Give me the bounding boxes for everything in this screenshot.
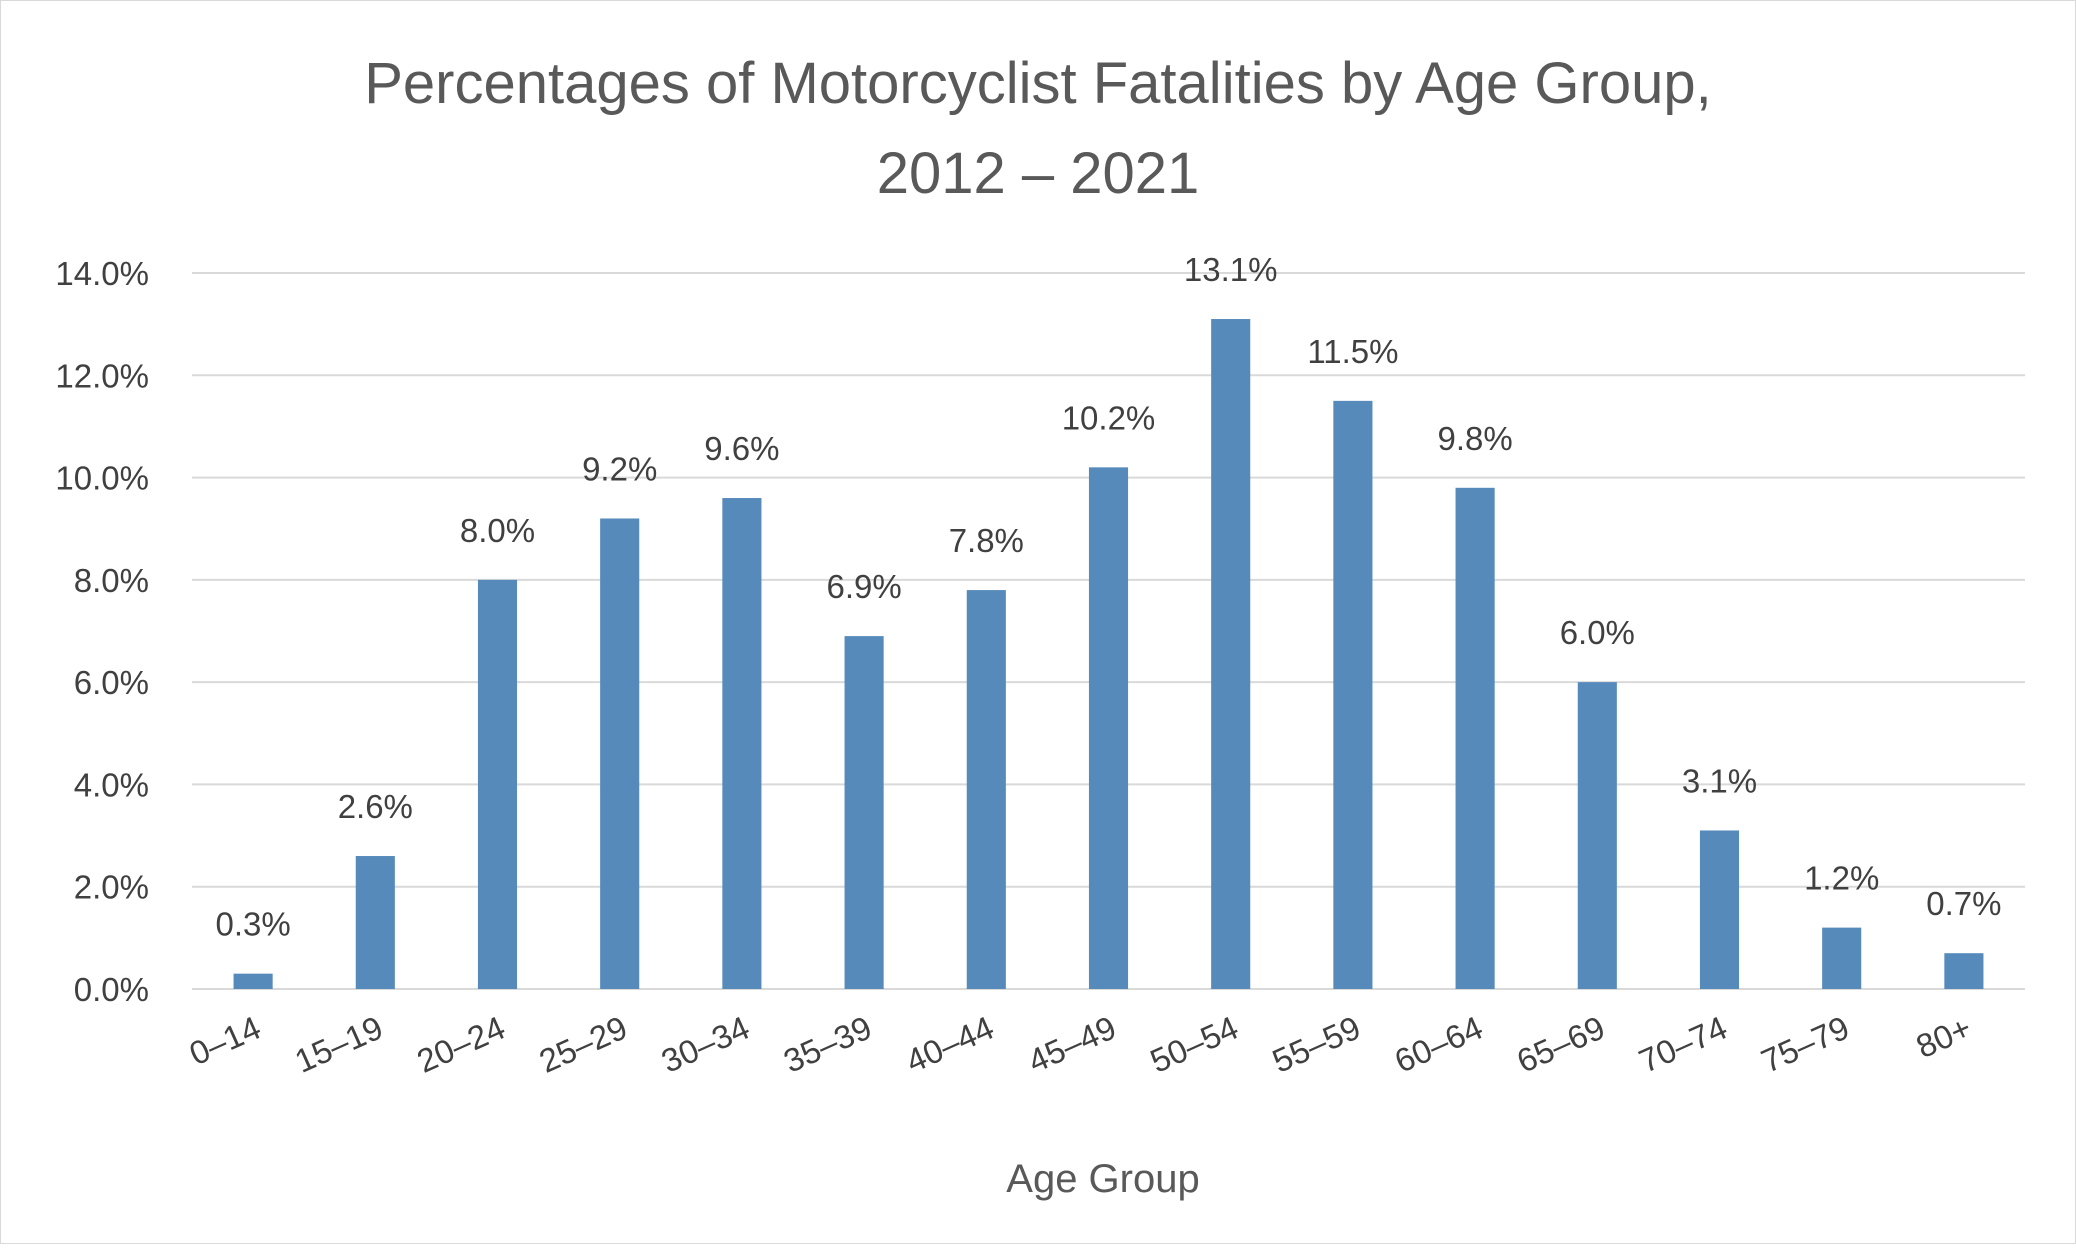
bar-13 xyxy=(1822,927,1862,989)
y-tick-label-1: 2.0% xyxy=(74,869,149,906)
bar-4 xyxy=(722,498,762,989)
y-axis-tick-labels: 0.0% 2.0% 4.0% 6.0% 8.0% 10.0% 12.0% 14.0% xyxy=(55,255,149,1008)
x-tick-label-11: 65–69 xyxy=(1511,1009,1610,1080)
x-axis-title: Age Group xyxy=(1006,1157,1199,1201)
bar-9 xyxy=(1333,400,1373,989)
bar-0 xyxy=(233,973,273,989)
data-label-1: 2.6% xyxy=(338,788,413,825)
data-label-8: 13.1% xyxy=(1184,251,1278,288)
bar-1 xyxy=(355,856,395,989)
bar-8 xyxy=(1211,319,1251,989)
x-axis-tick-labels: 0–14 15–19 20–24 25–29 30–34 35–39 40–44 45–49 5… xyxy=(184,1009,1977,1080)
x-tick-label-0: 0–14 xyxy=(184,1009,266,1073)
bar-3 xyxy=(600,518,640,989)
data-label-0: 0.3% xyxy=(215,906,290,943)
x-tick-label-9: 55–59 xyxy=(1267,1009,1366,1080)
bar-10 xyxy=(1455,487,1495,989)
x-tick-label-6: 40–44 xyxy=(900,1009,999,1080)
data-label-13: 1.2% xyxy=(1804,860,1879,897)
data-label-5: 6.9% xyxy=(826,568,901,605)
x-tick-label-5: 35–39 xyxy=(778,1009,877,1080)
y-tick-label-6: 12.0% xyxy=(55,357,149,394)
data-label-9: 11.5% xyxy=(1307,333,1398,370)
bar-14 xyxy=(1944,953,1984,989)
data-label-4: 9.6% xyxy=(704,430,779,467)
bar-6 xyxy=(966,590,1006,989)
chart-title-line-1: Percentages of Motorcyclist Fatalities b… xyxy=(364,51,1712,116)
data-label-7: 10.2% xyxy=(1062,399,1156,436)
x-tick-label-13: 75–79 xyxy=(1756,1009,1855,1080)
x-tick-label-10: 60–64 xyxy=(1389,1009,1488,1080)
x-tick-label-2: 20–24 xyxy=(411,1009,510,1080)
x-tick-label-3: 25–29 xyxy=(534,1009,633,1080)
x-tick-label-7: 45–49 xyxy=(1022,1009,1121,1080)
x-tick-label-12: 70–74 xyxy=(1633,1009,1732,1080)
y-tick-label-5: 10.0% xyxy=(55,460,149,497)
y-tick-label-0: 0.0% xyxy=(74,971,149,1008)
bar-7 xyxy=(1088,467,1129,989)
y-tick-label-3: 6.0% xyxy=(74,664,149,701)
bar-2 xyxy=(477,579,518,989)
x-tick-label-4: 30–34 xyxy=(656,1009,755,1080)
y-tick-label-4: 8.0% xyxy=(74,562,149,599)
data-label-14: 0.7% xyxy=(1926,885,2001,922)
y-tick-label-2: 4.0% xyxy=(74,766,149,803)
data-label-3: 9.2% xyxy=(582,450,657,487)
bar-5 xyxy=(844,636,884,989)
data-label-12: 3.1% xyxy=(1682,762,1757,799)
data-label-6: 7.8% xyxy=(949,522,1024,559)
y-tick-label-7: 14.0% xyxy=(55,255,149,292)
data-label-11: 6.0% xyxy=(1560,614,1635,651)
x-tick-label-1: 15–19 xyxy=(289,1009,388,1080)
bar-11 xyxy=(1577,682,1617,989)
x-tick-label-8: 50–54 xyxy=(1145,1009,1244,1080)
x-tick-label-14: 80+ xyxy=(1911,1009,1977,1066)
bar-12 xyxy=(1699,830,1740,989)
data-label-10: 9.8% xyxy=(1437,420,1512,457)
chart-title-line-2: 2012 – 2021 xyxy=(877,141,1200,206)
data-labels: 0.3% 2.6% 8.0% 9.2% 9.6% 6.9% 7.8% 10.2% 13.1% 11… xyxy=(215,251,2001,943)
bars xyxy=(233,319,1984,989)
data-label-2: 8.0% xyxy=(460,512,535,549)
